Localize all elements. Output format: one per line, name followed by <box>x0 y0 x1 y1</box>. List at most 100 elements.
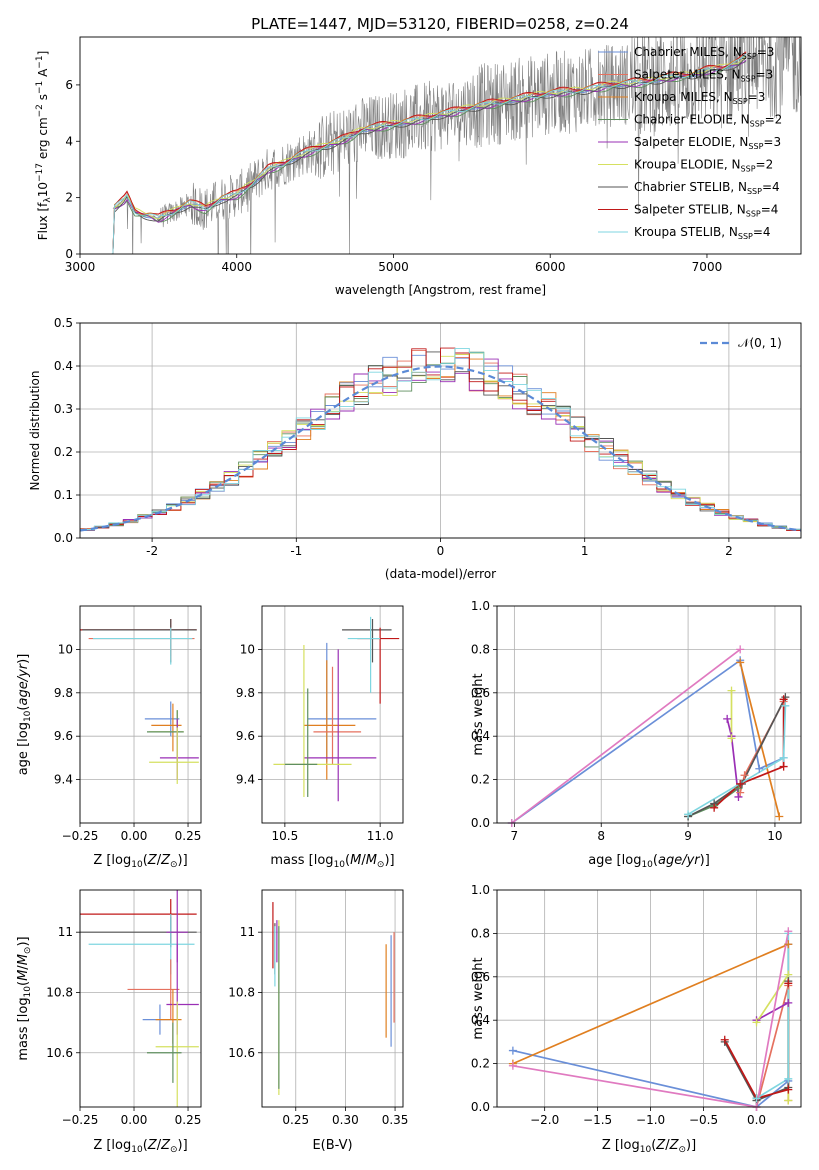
z-weight-xtick-label: −1.0 <box>636 1113 665 1127</box>
spectrum-legend-label: Kroupa STELIB, NSSP=4 <box>634 225 771 241</box>
spectrum-legend-label: Salpeter ELODIE, NSSP=3 <box>634 135 781 151</box>
spectrum-xtick-label: 4000 <box>221 260 252 274</box>
mass-age-frame <box>261 605 404 824</box>
z-weight-series-line <box>512 931 790 1107</box>
residuals-xtick-label: 2 <box>725 544 733 558</box>
age-weight-series-line <box>511 658 784 823</box>
spectrum-frame <box>79 36 802 255</box>
age-weight-ytick-label: 0.4 <box>471 729 490 743</box>
age-weight-point-marker <box>779 695 788 704</box>
spectrum-ytick-label: 2 <box>65 191 73 205</box>
z-weight-ytick-label: 0.6 <box>471 970 490 984</box>
z-mass-xtick-label: 0.25 <box>175 1113 202 1127</box>
residuals-xtick-label: 1 <box>581 544 589 558</box>
age-weight-point-marker <box>740 771 749 780</box>
z-weight-point-marker <box>752 1018 761 1027</box>
age-weight-point-marker <box>781 701 790 710</box>
residuals-plot-area <box>80 347 801 532</box>
age-weight-point-marker <box>734 792 743 801</box>
ebv-mass-ytick-label: 10.6 <box>228 1046 255 1060</box>
spectrum-ylabel: Flux [fλ10−17 erg cm−2 s−1 A−1] <box>35 51 53 241</box>
age-weight-point-marker <box>734 784 743 793</box>
ebv-mass-xtick-label: 0.35 <box>382 1113 409 1127</box>
age-weight-ytick-label: 0.8 <box>471 642 490 656</box>
age-weight-point-marker <box>755 764 764 773</box>
z-weight-ylabel: mass weight <box>471 957 486 1039</box>
z-weight-frame <box>496 889 802 1108</box>
age-weight-ytick-label: 0.0 <box>471 816 490 830</box>
z-mass-xtick-label: 0.00 <box>121 1113 148 1127</box>
mass-age-ytick-label: 9.8 <box>236 686 255 700</box>
spectrum-xtick-label: 6000 <box>535 260 566 274</box>
z-weight-point-marker <box>508 1046 517 1055</box>
z-weight-point-marker <box>508 1061 517 1070</box>
age-weight-xtick-label: 8 <box>597 829 605 843</box>
age-weight-point-marker <box>775 812 784 821</box>
normal-reference-curve <box>80 365 801 532</box>
spectrum-legend-label: Chabrier ELODIE, NSSP=2 <box>634 113 782 129</box>
z-weight-point-marker <box>784 1074 793 1083</box>
ebv-mass-frame <box>261 889 404 1108</box>
age-weight-point-marker <box>736 779 745 788</box>
age-weight-point-marker <box>736 788 745 797</box>
age-weight-xtick-label: 9 <box>684 829 692 843</box>
z-weight-ytick-label: 0.0 <box>471 1100 490 1114</box>
z-age-xlabel: Z [log10(Z/Z⊙)] <box>93 853 187 870</box>
ebv-mass-xlabel: E(B-V) <box>312 1138 352 1153</box>
spectrum-legend-label: Salpeter STELIB, NSSP=4 <box>634 203 778 219</box>
z-age-xtick-label: −0.25 <box>62 829 99 843</box>
age-weight-point-marker <box>727 686 736 695</box>
z-weight-point-marker <box>784 1085 793 1094</box>
figure-title: PLATE=1447, MJD=53120, FIBERID=0258, z=0… <box>251 15 629 33</box>
age-weight-ytick-label: 0.2 <box>471 773 490 787</box>
ebv-mass-ytick-label: 11 <box>240 925 255 939</box>
z-age-xtick-label: 0.25 <box>175 829 202 843</box>
age-weight-xtick-label: 10 <box>767 829 782 843</box>
z-weight-point-marker <box>720 1035 729 1044</box>
age-weight-series-line <box>511 648 741 823</box>
residuals-ytick-label: 0.5 <box>54 316 73 330</box>
residuals-ytick-label: 0.1 <box>54 488 73 502</box>
z-weight-xtick-label: −0.5 <box>689 1113 718 1127</box>
mass-age-ytick-label: 10 <box>240 642 255 656</box>
mass-age-ytick-label: 9.6 <box>236 729 255 743</box>
residuals-frame <box>79 322 802 539</box>
z-weight-xtick-label: −2.0 <box>530 1113 559 1127</box>
mass-age-xtick-label: 11.0 <box>367 829 394 843</box>
z-weight-ytick-label: 0.4 <box>471 1013 490 1027</box>
age-weight-point-marker <box>684 810 693 819</box>
z-age-ytick-label: 9.4 <box>54 773 73 787</box>
ebv-mass-ytick-label: 10.8 <box>228 985 255 999</box>
z-age-ytick-label: 9.6 <box>54 729 73 743</box>
z-weight-ytick-label: 0.2 <box>471 1057 490 1071</box>
residuals-legend-label: 𝒩(0, 1) <box>738 336 782 350</box>
spectrum-legend-label: Salpeter MILES, NSSP=3 <box>634 68 773 84</box>
z-mass-ytick-label: 10.6 <box>46 1046 73 1060</box>
age-weight-series-line <box>713 699 785 809</box>
spectrum-xlabel: wavelength [Angstrom, rest frame] <box>335 283 546 297</box>
z-weight-point-marker <box>784 1096 793 1105</box>
z-weight-ytick-label: 0.8 <box>471 926 490 940</box>
spectrum-legend-label: Chabrier MILES, NSSP=3 <box>634 45 774 61</box>
ebv-mass-plot-area <box>272 902 395 1095</box>
ebv-mass-xtick-label: 0.25 <box>282 1113 309 1127</box>
z-weight-xtick-label: 0.0 <box>747 1113 766 1127</box>
mass-age-plot-area <box>273 616 400 802</box>
age-weight-point-marker <box>736 645 745 654</box>
residuals-xtick-label: 0 <box>437 544 445 558</box>
age-weight-point-marker <box>779 762 788 771</box>
residuals-ytick-label: 0.3 <box>54 402 73 416</box>
mass-age-xlabel: mass [log10(M/M⊙)] <box>270 853 394 870</box>
age-weight-ylabel: mass weight <box>471 673 486 755</box>
spectrum-ytick-label: 4 <box>65 134 73 148</box>
age-weight-series-line <box>687 705 787 816</box>
age-weight-point-marker <box>710 803 719 812</box>
model-spectrum-line <box>111 61 747 254</box>
spectrum-xtick-label: 3000 <box>65 260 96 274</box>
age-weight-point-marker <box>723 714 732 723</box>
model-spectrum-line <box>111 55 747 254</box>
spectrum-legend-label: Chabrier STELIB, NSSP=4 <box>634 180 780 196</box>
age-weight-point-marker <box>779 753 788 762</box>
z-weight-point-marker <box>784 979 793 988</box>
residuals-ytick-label: 0.4 <box>54 359 73 373</box>
